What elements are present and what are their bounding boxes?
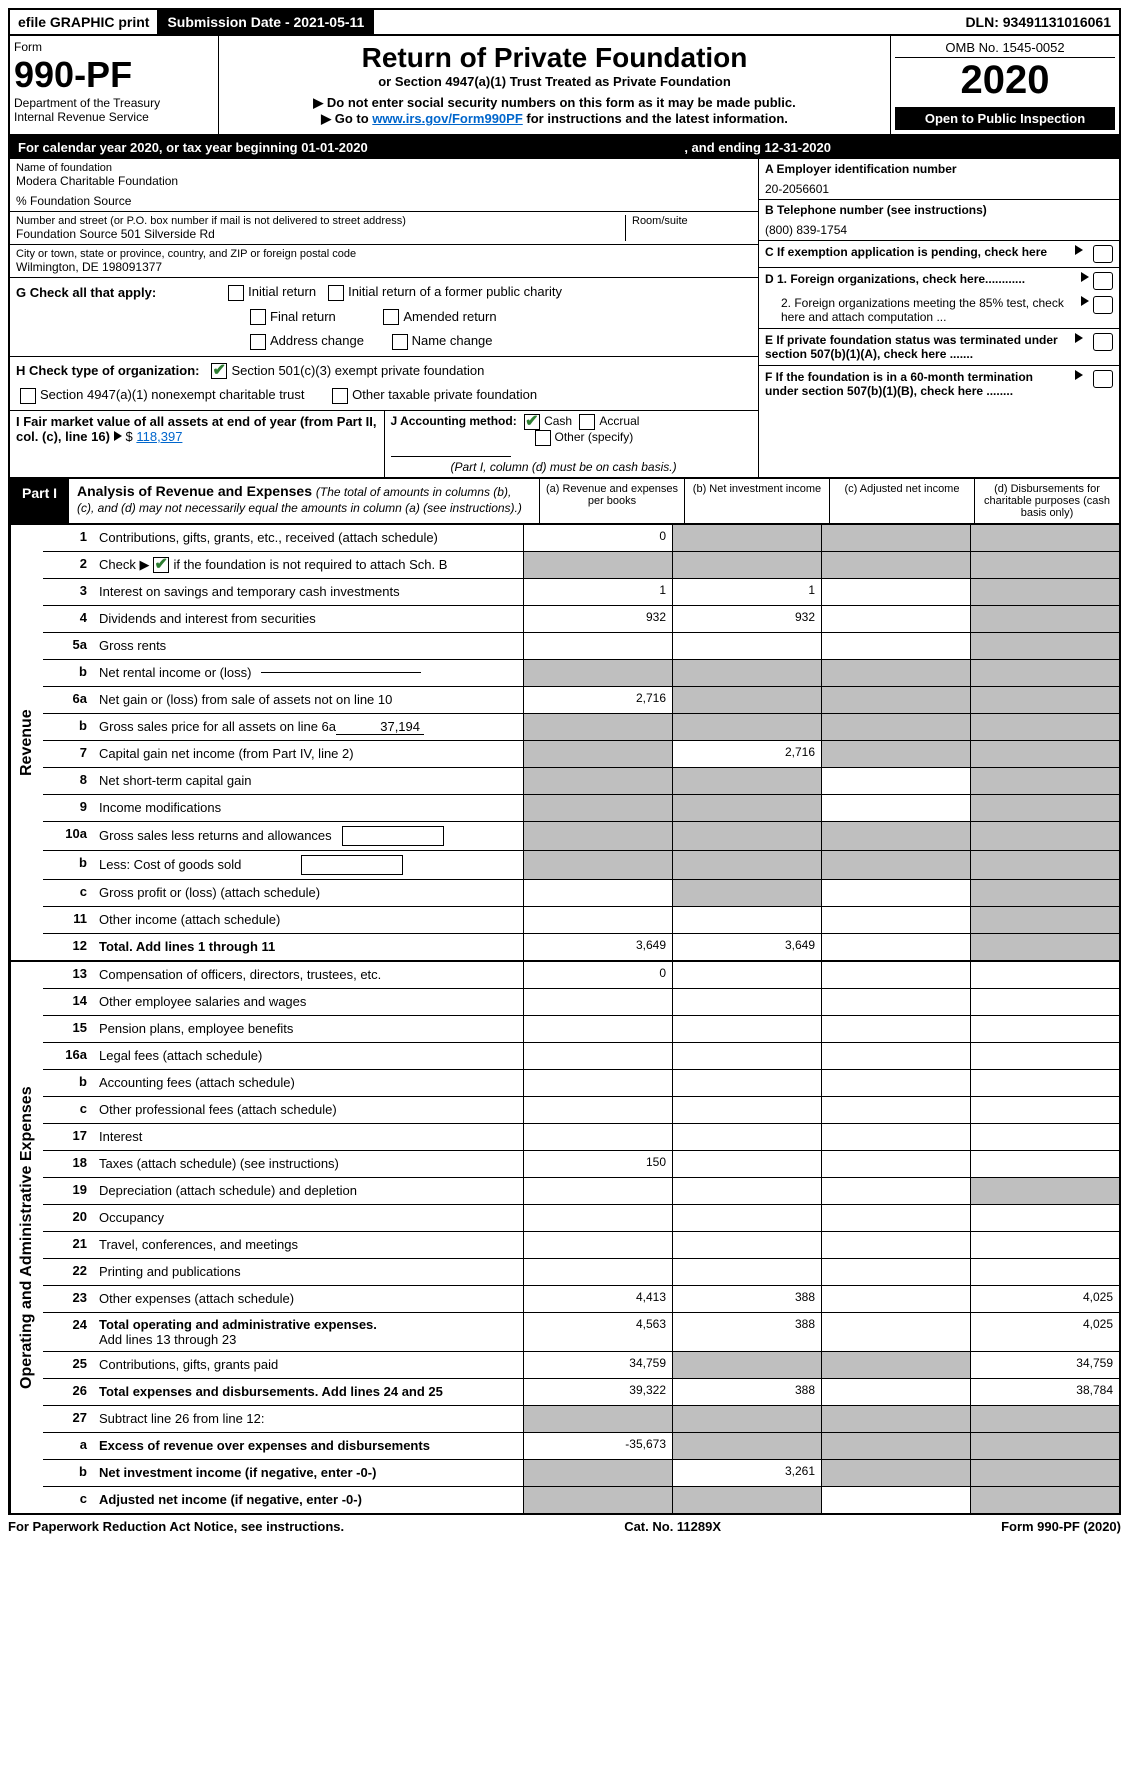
part1-header: Part I Analysis of Revenue and Expenses … [8, 479, 1121, 525]
c-label: C If exemption application is pending, c… [765, 245, 1069, 259]
form-header: Form 990-PF Department of the Treasury I… [8, 36, 1121, 136]
d1-label: D 1. Foreign organizations, check here..… [765, 272, 1081, 290]
addr-label: Number and street (or P.O. box number if… [16, 215, 625, 227]
note2: ▶ Go to www.irs.gov/Form990PF for instru… [225, 111, 884, 127]
revenue-section: Revenue 1Contributions, gifts, grants, e… [8, 525, 1121, 962]
cb-final[interactable] [250, 309, 266, 325]
form-word: Form [14, 40, 214, 54]
revenue-label: Revenue [10, 525, 43, 960]
foundation-name: Modera Charitable Foundation [16, 174, 752, 188]
d2-label: 2. Foreign organizations meeting the 85%… [765, 296, 1081, 324]
tax-year: 2020 [895, 58, 1115, 103]
triangle-icon [114, 431, 122, 441]
cb-name[interactable] [392, 334, 408, 350]
col-d-header: (d) Disbursements for charitable purpose… [974, 479, 1119, 523]
cb-other-taxable[interactable] [332, 388, 348, 404]
i-value: 118,397 [136, 429, 182, 444]
city-label: City or town, state or province, country… [16, 248, 752, 260]
top-bar: efile GRAPHIC print Submission Date - 20… [8, 8, 1121, 36]
cb-501c3[interactable] [211, 363, 227, 379]
info-grid: Name of foundation Modera Charitable Fou… [8, 159, 1121, 479]
line6b-val: 37,194 [336, 719, 424, 735]
f-label: F If the foundation is in a 60-month ter… [765, 370, 1069, 398]
cb-c[interactable] [1093, 245, 1113, 263]
city: Wilmington, DE 198091377 [16, 260, 752, 274]
expenses-section: Operating and Administrative Expenses 13… [8, 962, 1121, 1515]
open-public: Open to Public Inspection [895, 107, 1115, 130]
cb-initial-former[interactable] [328, 285, 344, 301]
b-label: B Telephone number (see instructions) [765, 203, 1113, 217]
j-note: (Part I, column (d) must be on cash basi… [451, 460, 677, 474]
dln: DLN: 93491131016061 [957, 10, 1119, 34]
expenses-label: Operating and Administrative Expenses [10, 962, 43, 1513]
cb-4947[interactable] [20, 388, 36, 404]
j-label: J Accounting method: [391, 414, 517, 428]
dept: Department of the Treasury [14, 96, 214, 110]
note1: ▶ Do not enter social security numbers o… [225, 95, 884, 111]
g-label: G Check all that apply: [16, 285, 156, 300]
cb-other-acct[interactable] [535, 430, 551, 446]
col-headers: (a) Revenue and expenses per books (b) N… [539, 479, 1119, 523]
irs: Internal Revenue Service [14, 110, 214, 124]
col-a-header: (a) Revenue and expenses per books [539, 479, 684, 523]
form-subtitle: or Section 4947(a)(1) Trust Treated as P… [225, 74, 884, 89]
cb-e[interactable] [1093, 333, 1113, 351]
part1-tab: Part I [10, 479, 69, 523]
a-label: A Employer identification number [765, 162, 1113, 176]
col-c-header: (c) Adjusted net income [829, 479, 974, 523]
e-label: E If private foundation status was termi… [765, 333, 1069, 361]
cb-d1[interactable] [1093, 272, 1113, 290]
cb-amended[interactable] [383, 309, 399, 325]
info-right: A Employer identification number 20-2056… [758, 159, 1119, 477]
i-label: I Fair market value of all assets at end… [16, 414, 377, 444]
cb-sch-b[interactable] [153, 557, 169, 573]
form-title: Return of Private Foundation [225, 42, 884, 74]
cb-cash[interactable] [524, 414, 540, 430]
header-left: Form 990-PF Department of the Treasury I… [10, 36, 219, 134]
omb: OMB No. 1545-0052 [895, 40, 1115, 58]
cal-end: , and ending 12-31-2020 [684, 140, 831, 155]
cb-accrual[interactable] [579, 414, 595, 430]
footer: For Paperwork Reduction Act Notice, see … [8, 1515, 1121, 1538]
name-label: Name of foundation [16, 162, 752, 174]
ein: 20-2056601 [765, 182, 1113, 196]
form-number: 990-PF [14, 54, 214, 96]
form-link[interactable]: www.irs.gov/Form990PF [372, 111, 523, 126]
header-center: Return of Private Foundation or Section … [219, 36, 890, 134]
submission-date: Submission Date - 2021-05-11 [159, 10, 374, 34]
cb-f[interactable] [1093, 370, 1113, 388]
footer-left: For Paperwork Reduction Act Notice, see … [8, 1519, 344, 1534]
part1-title: Analysis of Revenue and Expenses (The to… [69, 479, 539, 523]
h-label: H Check type of organization: [16, 363, 199, 378]
room-label: Room/suite [632, 215, 752, 227]
address: Foundation Source 501 Silverside Rd [16, 227, 625, 241]
footer-right: Form 990-PF (2020) [1001, 1519, 1121, 1534]
cb-d2[interactable] [1093, 296, 1113, 314]
cal-begin: For calendar year 2020, or tax year begi… [18, 140, 368, 155]
phone: (800) 839-1754 [765, 223, 1113, 237]
col-b-header: (b) Net investment income [684, 479, 829, 523]
info-left: Name of foundation Modera Charitable Fou… [10, 159, 758, 477]
header-right: OMB No. 1545-0052 2020 Open to Public In… [890, 36, 1119, 134]
care-of: % Foundation Source [16, 194, 752, 208]
calendar-year-row: For calendar year 2020, or tax year begi… [8, 136, 1121, 159]
efile-label: efile GRAPHIC print [10, 10, 159, 34]
cb-address[interactable] [250, 334, 266, 350]
footer-center: Cat. No. 11289X [624, 1519, 721, 1534]
cb-initial[interactable] [228, 285, 244, 301]
